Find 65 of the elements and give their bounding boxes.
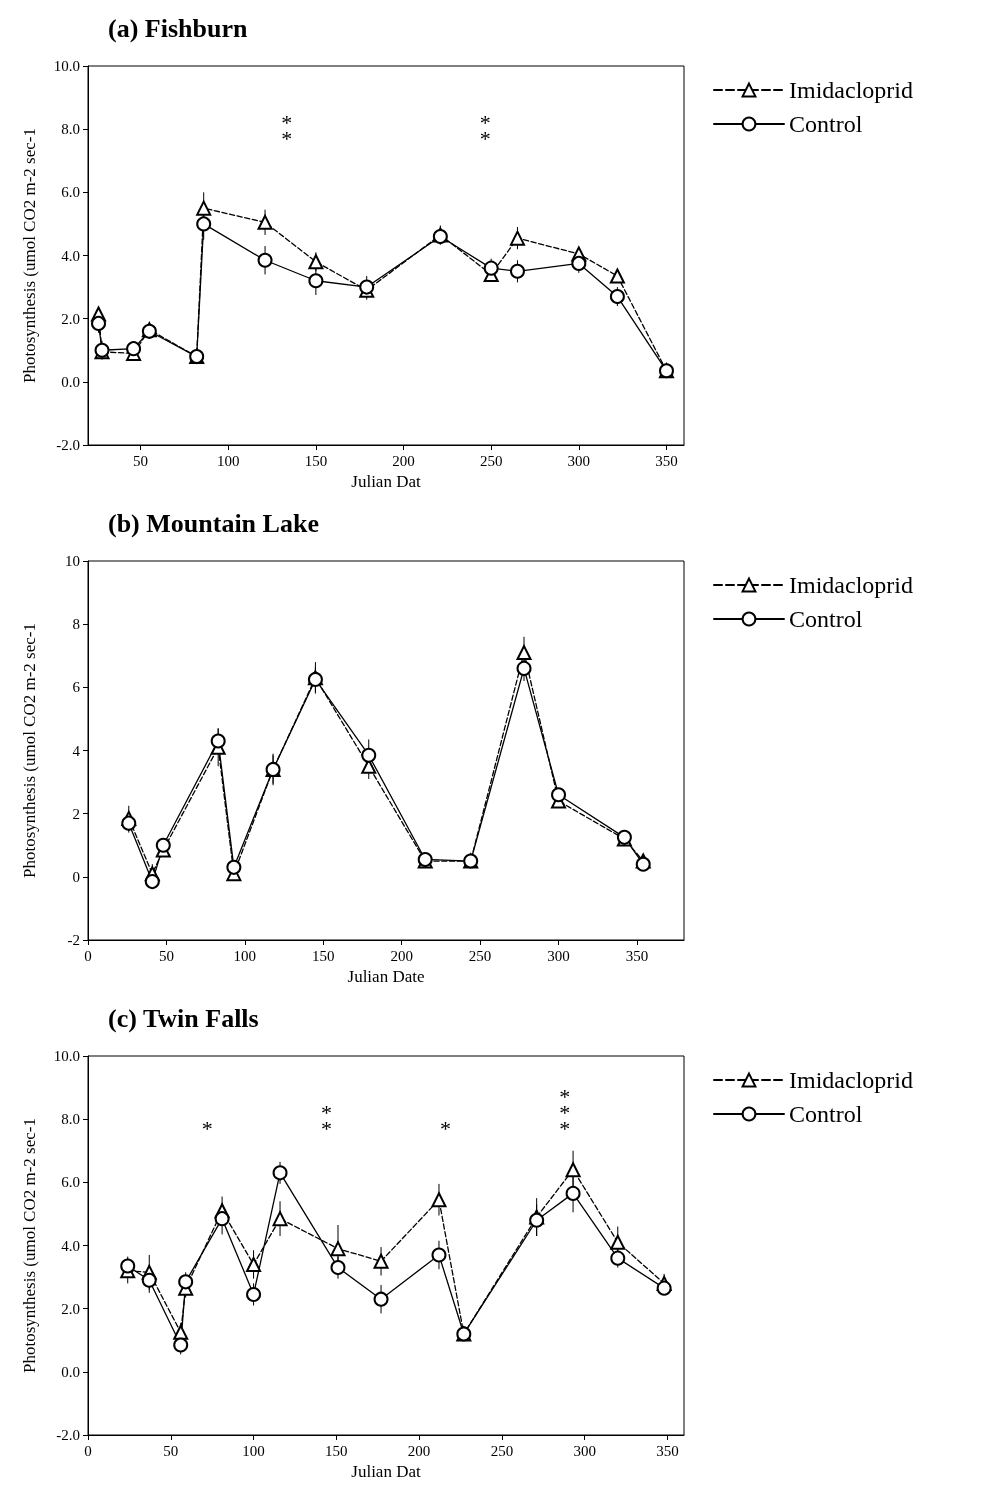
legend-label: Imidacloprid [789, 572, 913, 598]
y-tick-label: 10 [65, 553, 80, 569]
y-tick-label: 6.0 [61, 1174, 80, 1191]
x-tick-label: 50 [133, 452, 149, 469]
legend-label: Control [789, 111, 863, 137]
y-tick-label: 2.0 [61, 1300, 80, 1317]
y-tick-label: 0.0 [61, 1363, 80, 1380]
y-tick-label: -2.0 [56, 1427, 80, 1443]
x-tick-label: 300 [547, 947, 570, 964]
x-tick-label: 200 [390, 947, 413, 964]
y-tick-label: 6 [72, 679, 81, 696]
x-axis-title: Julian Dat [351, 1462, 421, 1481]
x-tick-label: 150 [325, 1442, 348, 1459]
y-tick-label: 8 [72, 616, 80, 633]
y-tick-label: 4 [72, 742, 81, 759]
y-tick-label: 0.0 [61, 373, 80, 390]
y-tick-label: 10.0 [53, 1048, 80, 1064]
legend-label: Imidacloprid [789, 1067, 913, 1093]
y-tick-label: 4.0 [61, 1237, 80, 1254]
annotation: * [440, 1115, 452, 1141]
y-tick-label: 6.0 [61, 184, 80, 201]
chart-title: (c) Twin Falls [108, 1003, 259, 1033]
x-axis-title: Julian Date [347, 967, 425, 986]
x-tick-label: 50 [163, 1442, 179, 1459]
y-axis-title: Photosynthesis (umol CO2 m-2 sec-1 [20, 623, 39, 878]
x-tick-label: 0 [84, 1442, 92, 1459]
y-tick-label: 4.0 [61, 247, 80, 264]
x-axis-title: Julian Dat [351, 472, 421, 491]
x-tick-label: 250 [490, 1442, 514, 1459]
x-tick-label: 0 [84, 947, 92, 964]
y-tick-label: 0 [72, 868, 80, 885]
y-tick-label: 8.0 [61, 1111, 80, 1128]
y-tick-label: 8.0 [61, 121, 80, 138]
legend-label: Imidacloprid [789, 77, 913, 103]
x-tick-label: 50 [158, 947, 174, 964]
x-tick-label: 350 [655, 452, 678, 469]
x-tick-label: 150 [304, 452, 328, 469]
annotation: * [201, 1115, 213, 1141]
x-tick-label: 300 [573, 1442, 596, 1459]
annotation: * * [479, 109, 491, 151]
x-tick-label: 250 [479, 452, 503, 469]
y-tick-label: 10.0 [53, 58, 80, 74]
chart-title: (a) Fishburn [108, 13, 248, 43]
y-tick-label: -2.0 [56, 437, 80, 453]
x-tick-label: 100 [216, 452, 240, 469]
y-tick-label: 2.0 [61, 310, 80, 327]
annotation: * * [281, 109, 293, 151]
x-tick-label: 350 [625, 947, 649, 964]
y-axis-title: Photosynthesis (umol CO2 m-2 sec-1 [20, 128, 39, 383]
chart-title: (b) Mountain Lake [108, 508, 319, 538]
annotation: * * [320, 1099, 332, 1141]
x-tick-label: 350 [656, 1442, 679, 1459]
x-tick-label: 150 [312, 947, 335, 964]
x-tick-label: 100 [233, 947, 257, 964]
legend-label: Control [789, 1101, 863, 1127]
y-axis-title: Photosynthesis (umol CO2 m-2 sec-1 [20, 1118, 39, 1373]
y-tick-label: 2 [72, 805, 80, 822]
x-tick-label: 100 [242, 1442, 265, 1459]
x-tick-label: 300 [567, 452, 591, 469]
x-tick-label: 200 [407, 1442, 431, 1459]
annotation: * * * [559, 1083, 571, 1141]
legend-label: Control [789, 606, 863, 632]
y-tick-label: -2 [67, 932, 80, 948]
x-tick-label: 200 [392, 452, 415, 469]
x-tick-label: 250 [468, 947, 492, 964]
